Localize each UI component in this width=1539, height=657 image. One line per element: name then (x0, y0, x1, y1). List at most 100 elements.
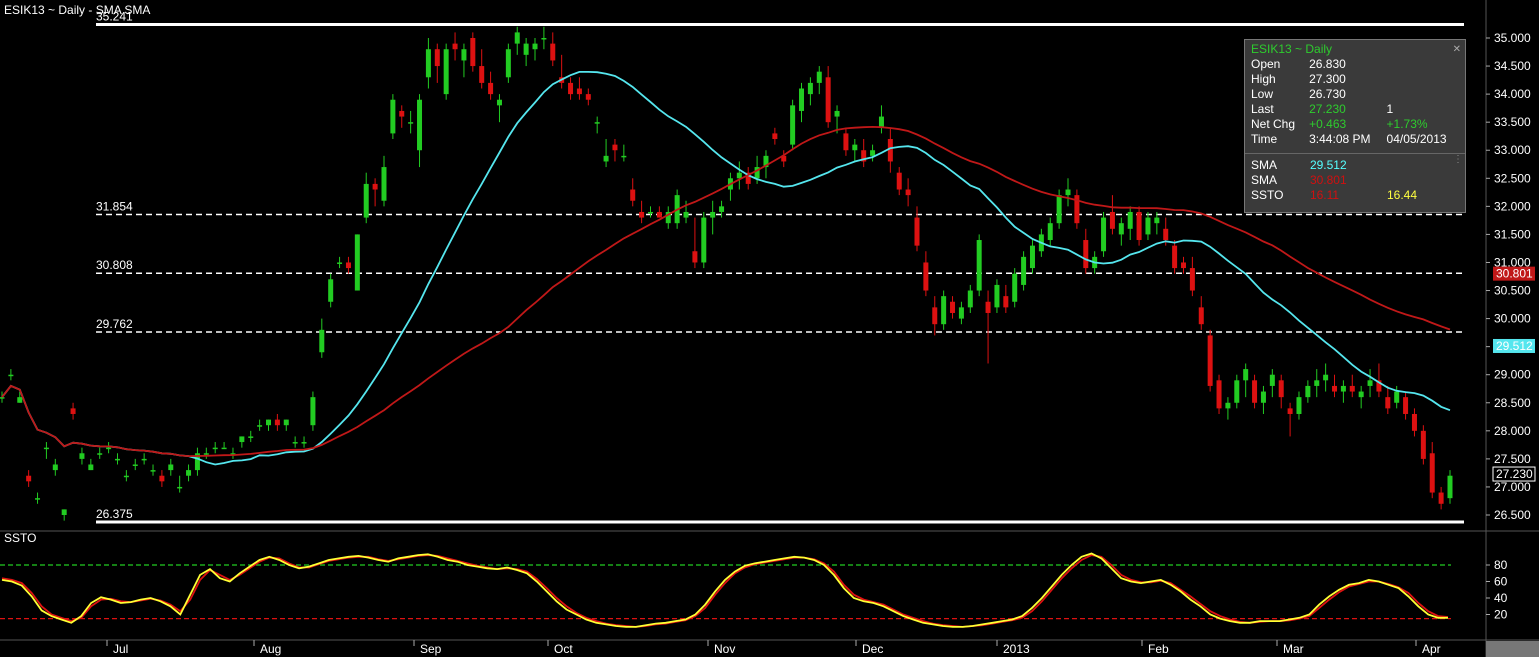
candle (1403, 391, 1409, 420)
candle-body (274, 419, 280, 426)
candle-body (754, 167, 760, 179)
candle-body (905, 189, 911, 196)
candle-body (1136, 211, 1142, 241)
candle (1278, 374, 1284, 409)
candle-body (212, 447, 218, 450)
candle-body (1180, 262, 1186, 269)
candle (310, 391, 316, 431)
candle-body (541, 38, 547, 40)
data-window-row: Time 3:44:08 PM 04/05/2013 (1251, 132, 1465, 147)
candle (239, 436, 245, 448)
candle (994, 279, 1000, 313)
candle (514, 26, 520, 55)
candle (727, 172, 733, 201)
candle-body (266, 419, 272, 426)
candle (141, 453, 147, 465)
candle-body (1207, 335, 1213, 386)
close-icon[interactable]: ✕ (1452, 44, 1461, 55)
candle-body (381, 167, 387, 201)
candle (479, 49, 485, 89)
time-tick-label: Sep (420, 642, 442, 656)
row-value: 3:44:08 PM (1309, 132, 1371, 146)
candle (1287, 402, 1293, 437)
candle (363, 172, 369, 224)
resize-handle-icon[interactable]: ⋮ (1453, 154, 1463, 165)
candle (399, 105, 405, 128)
candle-body (1385, 397, 1391, 409)
candle-body (1296, 397, 1302, 414)
candle-body (203, 453, 209, 455)
candle (692, 217, 698, 269)
time-tick-label: Dec (862, 642, 883, 656)
candle (505, 43, 511, 83)
row-value: 16.11 (1309, 188, 1340, 202)
candle (834, 105, 840, 134)
candle (852, 139, 858, 162)
candle (878, 105, 884, 134)
candle (123, 470, 129, 482)
candle-body (1260, 391, 1266, 403)
row-value: 27.300 (1309, 72, 1346, 86)
candle-body (1234, 380, 1240, 403)
candle-body (1340, 385, 1346, 392)
data-window-row: Last 27.230 1 (1251, 102, 1465, 117)
candle (1180, 256, 1186, 274)
level-label: 31.854 (96, 200, 133, 214)
candle-body (878, 116, 884, 128)
row-label: Open (1251, 57, 1281, 71)
candle-body (70, 408, 76, 414)
candle-body (425, 49, 431, 78)
candle-body (807, 82, 813, 95)
candle-body (1109, 211, 1115, 229)
candle (941, 290, 947, 330)
candle (541, 26, 547, 50)
candle-body (1065, 189, 1071, 196)
candle-body (1429, 453, 1435, 493)
candle-body (692, 251, 698, 263)
candle-body (710, 211, 716, 218)
price-tick-label: 33.500 (1494, 115, 1531, 129)
candle-body (194, 453, 200, 471)
candle (710, 200, 716, 235)
candle-body (1154, 217, 1160, 224)
candle-body (799, 88, 805, 111)
candle-body (79, 453, 85, 459)
data-window[interactable]: ✕ ESIK13 ~ Daily Open 26.830 High 27.300 Low… (1244, 39, 1466, 213)
candle-body (967, 290, 973, 308)
candle (985, 290, 991, 364)
row-label: Time (1251, 132, 1278, 146)
candle-body (523, 43, 529, 55)
candle (532, 38, 538, 61)
candle-body (283, 419, 289, 426)
candle-body (52, 464, 58, 471)
candle (1145, 211, 1151, 241)
candle-body (825, 77, 831, 123)
candle (639, 200, 645, 224)
candle-body (941, 296, 947, 325)
candle-body (763, 155, 769, 168)
candle (719, 200, 725, 218)
candle (35, 492, 41, 504)
row-value: 29.512 (1309, 158, 1347, 172)
candle-body (1189, 268, 1195, 291)
price-tag-label: 27.230 (1496, 467, 1533, 481)
candle (914, 206, 920, 252)
price-tick-label: 30.500 (1494, 284, 1531, 298)
candle-body (843, 133, 849, 151)
candle (1314, 369, 1320, 398)
candle (274, 413, 280, 431)
candle-body (985, 301, 991, 313)
data-window-row: High 27.300 (1251, 72, 1465, 87)
candle-body (417, 99, 423, 151)
candle-body (861, 150, 867, 162)
candle-body (1314, 380, 1320, 386)
candle (701, 211, 707, 269)
price-tick-label: 35.000 (1494, 31, 1531, 45)
candle (585, 88, 591, 106)
candle (647, 206, 653, 218)
candle (950, 296, 956, 319)
candle (425, 38, 431, 89)
divider (1245, 153, 1465, 154)
candle (1367, 369, 1373, 398)
